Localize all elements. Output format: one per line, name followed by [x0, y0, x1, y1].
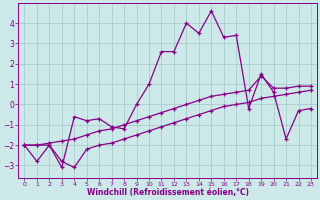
- X-axis label: Windchill (Refroidissement éolien,°C): Windchill (Refroidissement éolien,°C): [87, 188, 249, 197]
